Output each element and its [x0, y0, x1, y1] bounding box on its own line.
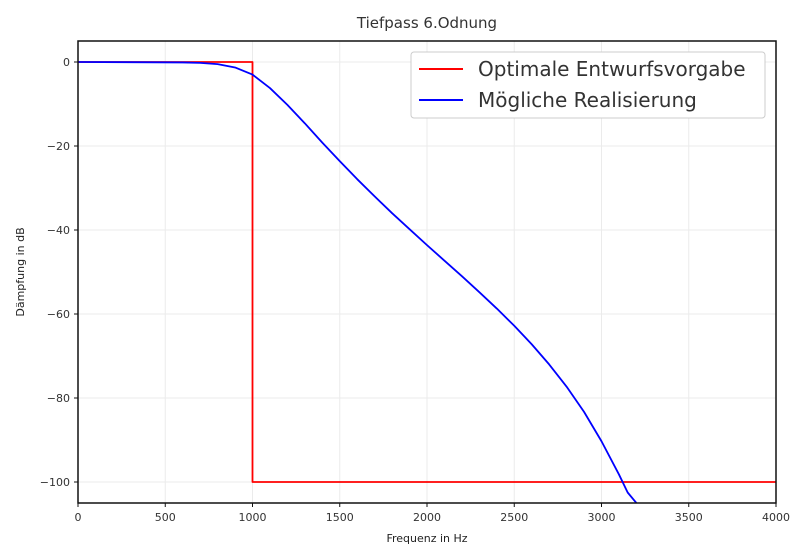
- y-tick-label: −80: [47, 392, 70, 405]
- legend: Optimale Entwurfsvorgabe Mögliche Realisi…: [410, 51, 766, 119]
- legend-box: [410, 51, 766, 119]
- x-tick-label: 2500: [500, 511, 528, 524]
- chart-title: Tiefpass 6.Odnung: [356, 14, 497, 32]
- series-layer: [78, 61, 776, 503]
- y-tick-label: −20: [47, 140, 70, 153]
- x-tick-label: 2000: [413, 511, 441, 524]
- x-tick-label: 500: [155, 511, 176, 524]
- legend-label: Optimale Entwurfsvorgabe: [478, 57, 746, 81]
- series-line-moegliche-realisierung: [78, 61, 638, 503]
- y-tick-label: −40: [47, 224, 70, 237]
- x-axis-label: Frequenz in Hz: [386, 532, 467, 545]
- x-tick-label: 3000: [588, 511, 616, 524]
- x-tick-label: 0: [75, 511, 82, 524]
- y-tick-label: −60: [47, 308, 70, 321]
- y-tick-label: 0: [63, 56, 70, 69]
- y-axis-label: Dämpfung in dB: [14, 227, 27, 316]
- x-tick-label: 3500: [675, 511, 703, 524]
- ticks: 0 500 1000 1500 2000 2500 3000 3500 4000 0 −20 −40 −…: [40, 56, 790, 524]
- x-tick-label: 1500: [326, 511, 354, 524]
- x-tick-label: 1000: [239, 511, 267, 524]
- legend-label: Mögliche Realisierung: [478, 88, 697, 112]
- x-tick-label: 4000: [762, 511, 790, 524]
- y-tick-label: −100: [40, 476, 70, 489]
